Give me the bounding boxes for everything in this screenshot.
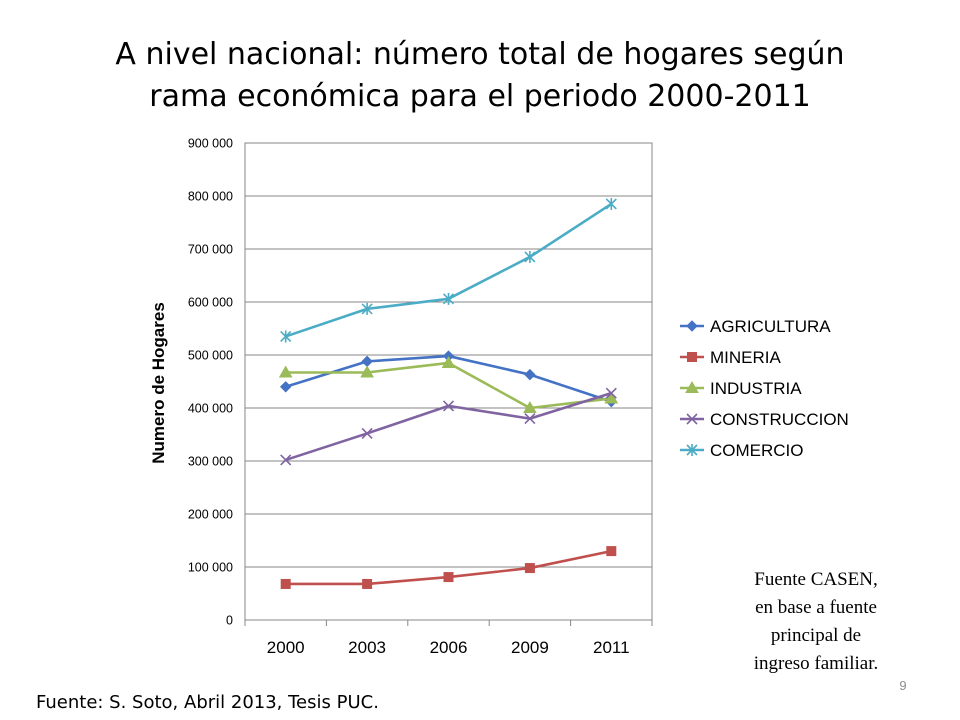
data-source-note: Fuente CASEN, en base a fuente principal…	[716, 566, 916, 678]
legend-item-agricultura: AGRICULTURA	[680, 317, 831, 336]
legend-marker-mineria	[687, 352, 697, 362]
legend-label-industria: INDUSTRIA	[710, 379, 802, 398]
legend-item-construccion: CONSTRUCCION	[680, 410, 849, 429]
source-citation: Fuente: S. Soto, Abril 2013, Tesis PUC.	[36, 692, 379, 713]
legend-marker-comercio	[686, 444, 698, 456]
data-point-industria	[523, 400, 537, 413]
legend-marker-industria	[685, 380, 699, 393]
plot-border	[244, 142, 653, 621]
legend-item-comercio: COMERCIO	[680, 441, 804, 460]
data-point-construccion	[361, 427, 373, 440]
y-tick-label: 300 000	[188, 455, 233, 469]
legend-marker-construccion	[686, 413, 698, 425]
y-tick-label: 500 000	[188, 349, 233, 363]
data-point-mineria	[606, 546, 617, 557]
y-axis-label: Numero de Hogares	[149, 302, 168, 464]
series-mineria	[280, 546, 617, 589]
data-point-agricultura	[279, 381, 292, 393]
x-tick-label: 2000	[267, 638, 305, 657]
data-point-construccion	[280, 454, 292, 466]
data-point-comercio	[442, 292, 455, 305]
slide-title-line-1: A nivel nacional: número total de hogare…	[115, 37, 845, 72]
data-point-construccion	[442, 400, 455, 412]
x-tick-label: 2003	[348, 638, 386, 657]
y-tick-label: 400 000	[188, 402, 233, 416]
data-point-comercio	[361, 302, 373, 315]
series-line-comercio	[285, 202, 613, 338]
y-tick-label: 100 000	[188, 561, 233, 575]
data-point-construccion	[524, 413, 536, 425]
y-tick-label: 700 000	[188, 243, 233, 257]
series-layer	[278, 197, 619, 589]
y-tick-label: 200 000	[188, 508, 233, 522]
data-point-construccion	[605, 387, 617, 399]
note-line-4: ingreso familiar.	[753, 653, 879, 674]
data-point-agricultura	[361, 355, 373, 368]
page-number: 9	[899, 678, 907, 693]
data-point-comercio	[524, 250, 536, 263]
legend-label-mineria: MINERIA	[710, 348, 782, 367]
axes: 0 100 000 200 000 300 000 400 000 500 000 600 …	[188, 137, 653, 657]
data-point-mineria	[524, 563, 535, 574]
note-line-3: principal de	[770, 625, 862, 646]
y-tick-label: 900 000	[188, 137, 233, 151]
data-point-industria	[360, 365, 374, 378]
series-industria	[278, 355, 619, 413]
note-line-2: en base a fuente	[755, 597, 877, 618]
slide-title: A nivel nacional: número total de hogare…	[40, 34, 920, 118]
legend-item-industria: INDUSTRIA	[680, 379, 802, 398]
x-tick-label: 2009	[511, 638, 549, 657]
data-point-comercio	[280, 330, 292, 343]
legend-marker-agricultura	[686, 320, 698, 332]
data-point-industria	[604, 391, 619, 404]
y-tick-label: 600 000	[188, 296, 233, 310]
data-point-comercio	[605, 197, 617, 210]
legend: AGRICULTURA MINERIA INDUSTRIA CONSTRUCCION C…	[680, 317, 849, 460]
slide-title-line-2: rama económica para el periodo 2000-2011	[149, 79, 811, 114]
x-tick-label: 2011	[593, 638, 630, 657]
data-point-agricultura	[524, 368, 536, 381]
data-point-mineria	[280, 578, 291, 589]
data-point-mineria	[362, 578, 373, 589]
legend-item-mineria: MINERIA	[680, 348, 782, 367]
data-point-industria	[278, 365, 293, 378]
data-point-industria	[441, 355, 456, 368]
legend-label-construccion: CONSTRUCCION	[710, 410, 849, 429]
legend-label-agricultura: AGRICULTURA	[710, 317, 831, 336]
series-construccion	[280, 387, 617, 466]
series-comercio	[280, 197, 617, 343]
x-tick-label: 2006	[430, 638, 468, 657]
y-tick-label: 800 000	[188, 190, 233, 204]
legend-label-comercio: COMERCIO	[710, 441, 804, 460]
y-tick-label: 0	[226, 614, 233, 628]
note-line-1: Fuente CASEN,	[754, 569, 878, 590]
data-point-mineria	[443, 572, 454, 583]
